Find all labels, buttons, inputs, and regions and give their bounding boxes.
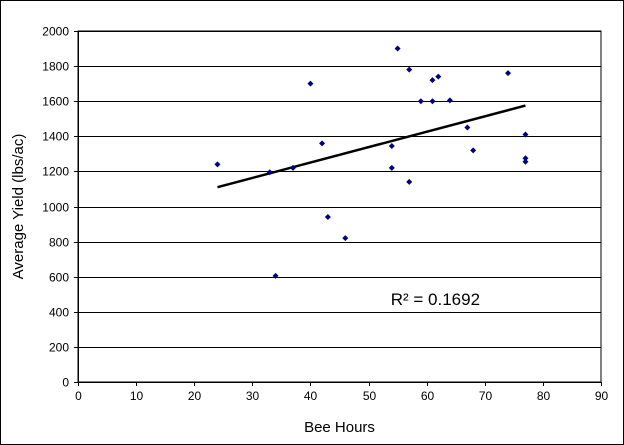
y-tick-label: 1800 [42,60,69,74]
data-point [394,45,401,52]
plot-area [77,30,602,383]
data-point [324,214,331,221]
x-tick-label: 20 [188,389,202,403]
x-tick-label: 30 [246,389,260,403]
data-point [435,73,442,80]
y-tick-label: 400 [49,306,69,320]
gridlines [78,31,601,348]
x-tick-label: 10 [130,389,144,403]
y-tick-label: 1400 [42,130,69,144]
y-tick-label: 1600 [42,95,69,109]
data-point [464,124,471,131]
x-tick-label: 80 [537,389,551,403]
data-point [417,98,424,105]
data-point [505,70,512,77]
x-tick-label: 50 [363,389,377,403]
data-point [214,161,221,168]
data-point [319,140,326,147]
y-tick-label: 0 [62,376,69,390]
data-point [342,235,349,242]
data-point [388,142,395,149]
y-tick-label: 1000 [42,201,69,215]
data-point [522,131,529,138]
data-point [272,272,279,279]
data-point [429,98,436,105]
y-tick-label: 800 [49,236,69,250]
y-tick-label: 600 [49,271,69,285]
y-tick-label: 1200 [42,165,69,179]
data-point [522,155,529,162]
data-point [307,80,314,87]
annotations: R² = 0.1692 [391,290,480,309]
y-tick-label: 200 [49,341,69,355]
data-point [446,97,453,104]
x-tick-label: 40 [304,389,318,403]
data-point [406,66,413,73]
tick-labels: 0 200 400 600 800 1000 1200 1400 1600 1800 2000 0 10… [42,25,608,404]
data-point [266,169,273,176]
x-tick-label: 0 [75,389,82,403]
data-point [429,77,436,84]
x-tick-label: 70 [479,389,493,403]
plot-area-rect [77,30,602,383]
data-points [214,45,529,279]
data-point [406,178,413,185]
r-squared-annotation: R² = 0.1692 [391,290,480,309]
data-point [522,158,529,165]
x-tick-label: 90 [595,389,609,403]
data-point [388,164,395,171]
axes [78,31,601,383]
x-tick-label: 60 [421,389,435,403]
y-axis-title: Average Yield (lbs/ac) [10,134,27,280]
data-point [290,164,297,171]
data-point [470,147,477,154]
x-axis-title: Bee Hours [304,419,375,436]
y-tick-label: 2000 [42,25,69,39]
